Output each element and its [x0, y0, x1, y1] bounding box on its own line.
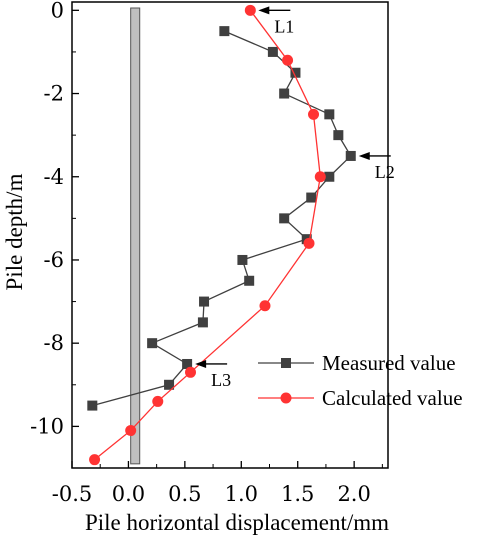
- annotation-label: L1: [274, 16, 294, 36]
- y-axis-title: Pile depth/m: [2, 173, 27, 290]
- series-calculated: [89, 4, 326, 466]
- x-tick-label: 0.5: [168, 482, 201, 506]
- y-tick-label: -10: [30, 414, 64, 438]
- x-axis-title: Pile horizontal displacement/mm: [85, 510, 389, 535]
- annotation-l1: L1: [258, 6, 294, 36]
- series-layer: [87, 4, 356, 466]
- annotations: L1 L2 L3: [195, 6, 395, 390]
- y-tick-label: -4: [44, 165, 64, 189]
- annotation-l2: L2: [358, 151, 395, 182]
- annotation-arrow-head: [258, 6, 270, 15]
- x-tick-label: 2.0: [337, 482, 370, 506]
- data-point: [185, 366, 196, 378]
- data-point: [125, 425, 137, 437]
- data-point: [324, 109, 335, 120]
- data-point: [244, 4, 256, 16]
- legend-item: Calculated value: [258, 386, 463, 410]
- legend: Measured value Calculated value: [258, 351, 463, 410]
- plot-frame: [71, 1, 389, 469]
- annotation-l3: L3: [195, 359, 231, 390]
- data-point: [345, 150, 356, 161]
- pile-column: [130, 7, 141, 465]
- annotation-arrow-head: [358, 151, 370, 160]
- data-point: [152, 395, 164, 407]
- legend-item: Measured value: [258, 351, 456, 375]
- annotation-label: L2: [375, 162, 395, 182]
- data-point: [199, 296, 210, 307]
- data-point: [244, 275, 255, 286]
- plot-area: [71, 1, 389, 469]
- data-point: [306, 192, 317, 203]
- legend-marker: [280, 392, 292, 404]
- y-axis: 0 -2 -4 -6 -8 -10: [30, 0, 79, 469]
- x-axis: -0.5 0.0 0.5 1.0 1.5 2.0: [52, 461, 383, 506]
- series-measured: [87, 26, 356, 411]
- data-point: [324, 171, 335, 182]
- y-tick-label: -2: [44, 82, 64, 106]
- data-point: [308, 108, 320, 120]
- data-point: [164, 379, 175, 390]
- data-point: [314, 171, 326, 183]
- data-point: [333, 130, 344, 141]
- annotation-label: L3: [211, 370, 231, 390]
- data-point: [267, 46, 278, 57]
- annotation-arrow-head: [195, 359, 207, 368]
- x-tick-label: 0.0: [112, 482, 145, 506]
- data-point: [219, 26, 230, 37]
- data-point: [303, 237, 315, 249]
- data-point: [282, 54, 294, 66]
- data-point: [182, 358, 193, 369]
- data-point: [197, 317, 208, 328]
- x-tick-label: 1.0: [225, 482, 258, 506]
- y-tick-label: -6: [44, 248, 64, 272]
- data-point: [89, 454, 101, 466]
- x-tick-label: -0.5: [52, 482, 93, 506]
- legend-label: Calculated value: [322, 386, 463, 410]
- data-point: [147, 338, 158, 349]
- data-point: [259, 300, 271, 312]
- series-line: [94, 9, 321, 461]
- x-tick-label: 1.5: [281, 482, 314, 506]
- y-tick-label: 0: [51, 0, 64, 22]
- y-tick-label: -8: [44, 331, 64, 355]
- data-point: [237, 254, 248, 265]
- data-point: [279, 213, 290, 224]
- legend-marker: [281, 358, 291, 368]
- data-point: [279, 88, 290, 99]
- data-point: [87, 400, 98, 411]
- data-point: [290, 67, 301, 78]
- legend-label: Measured value: [322, 351, 456, 375]
